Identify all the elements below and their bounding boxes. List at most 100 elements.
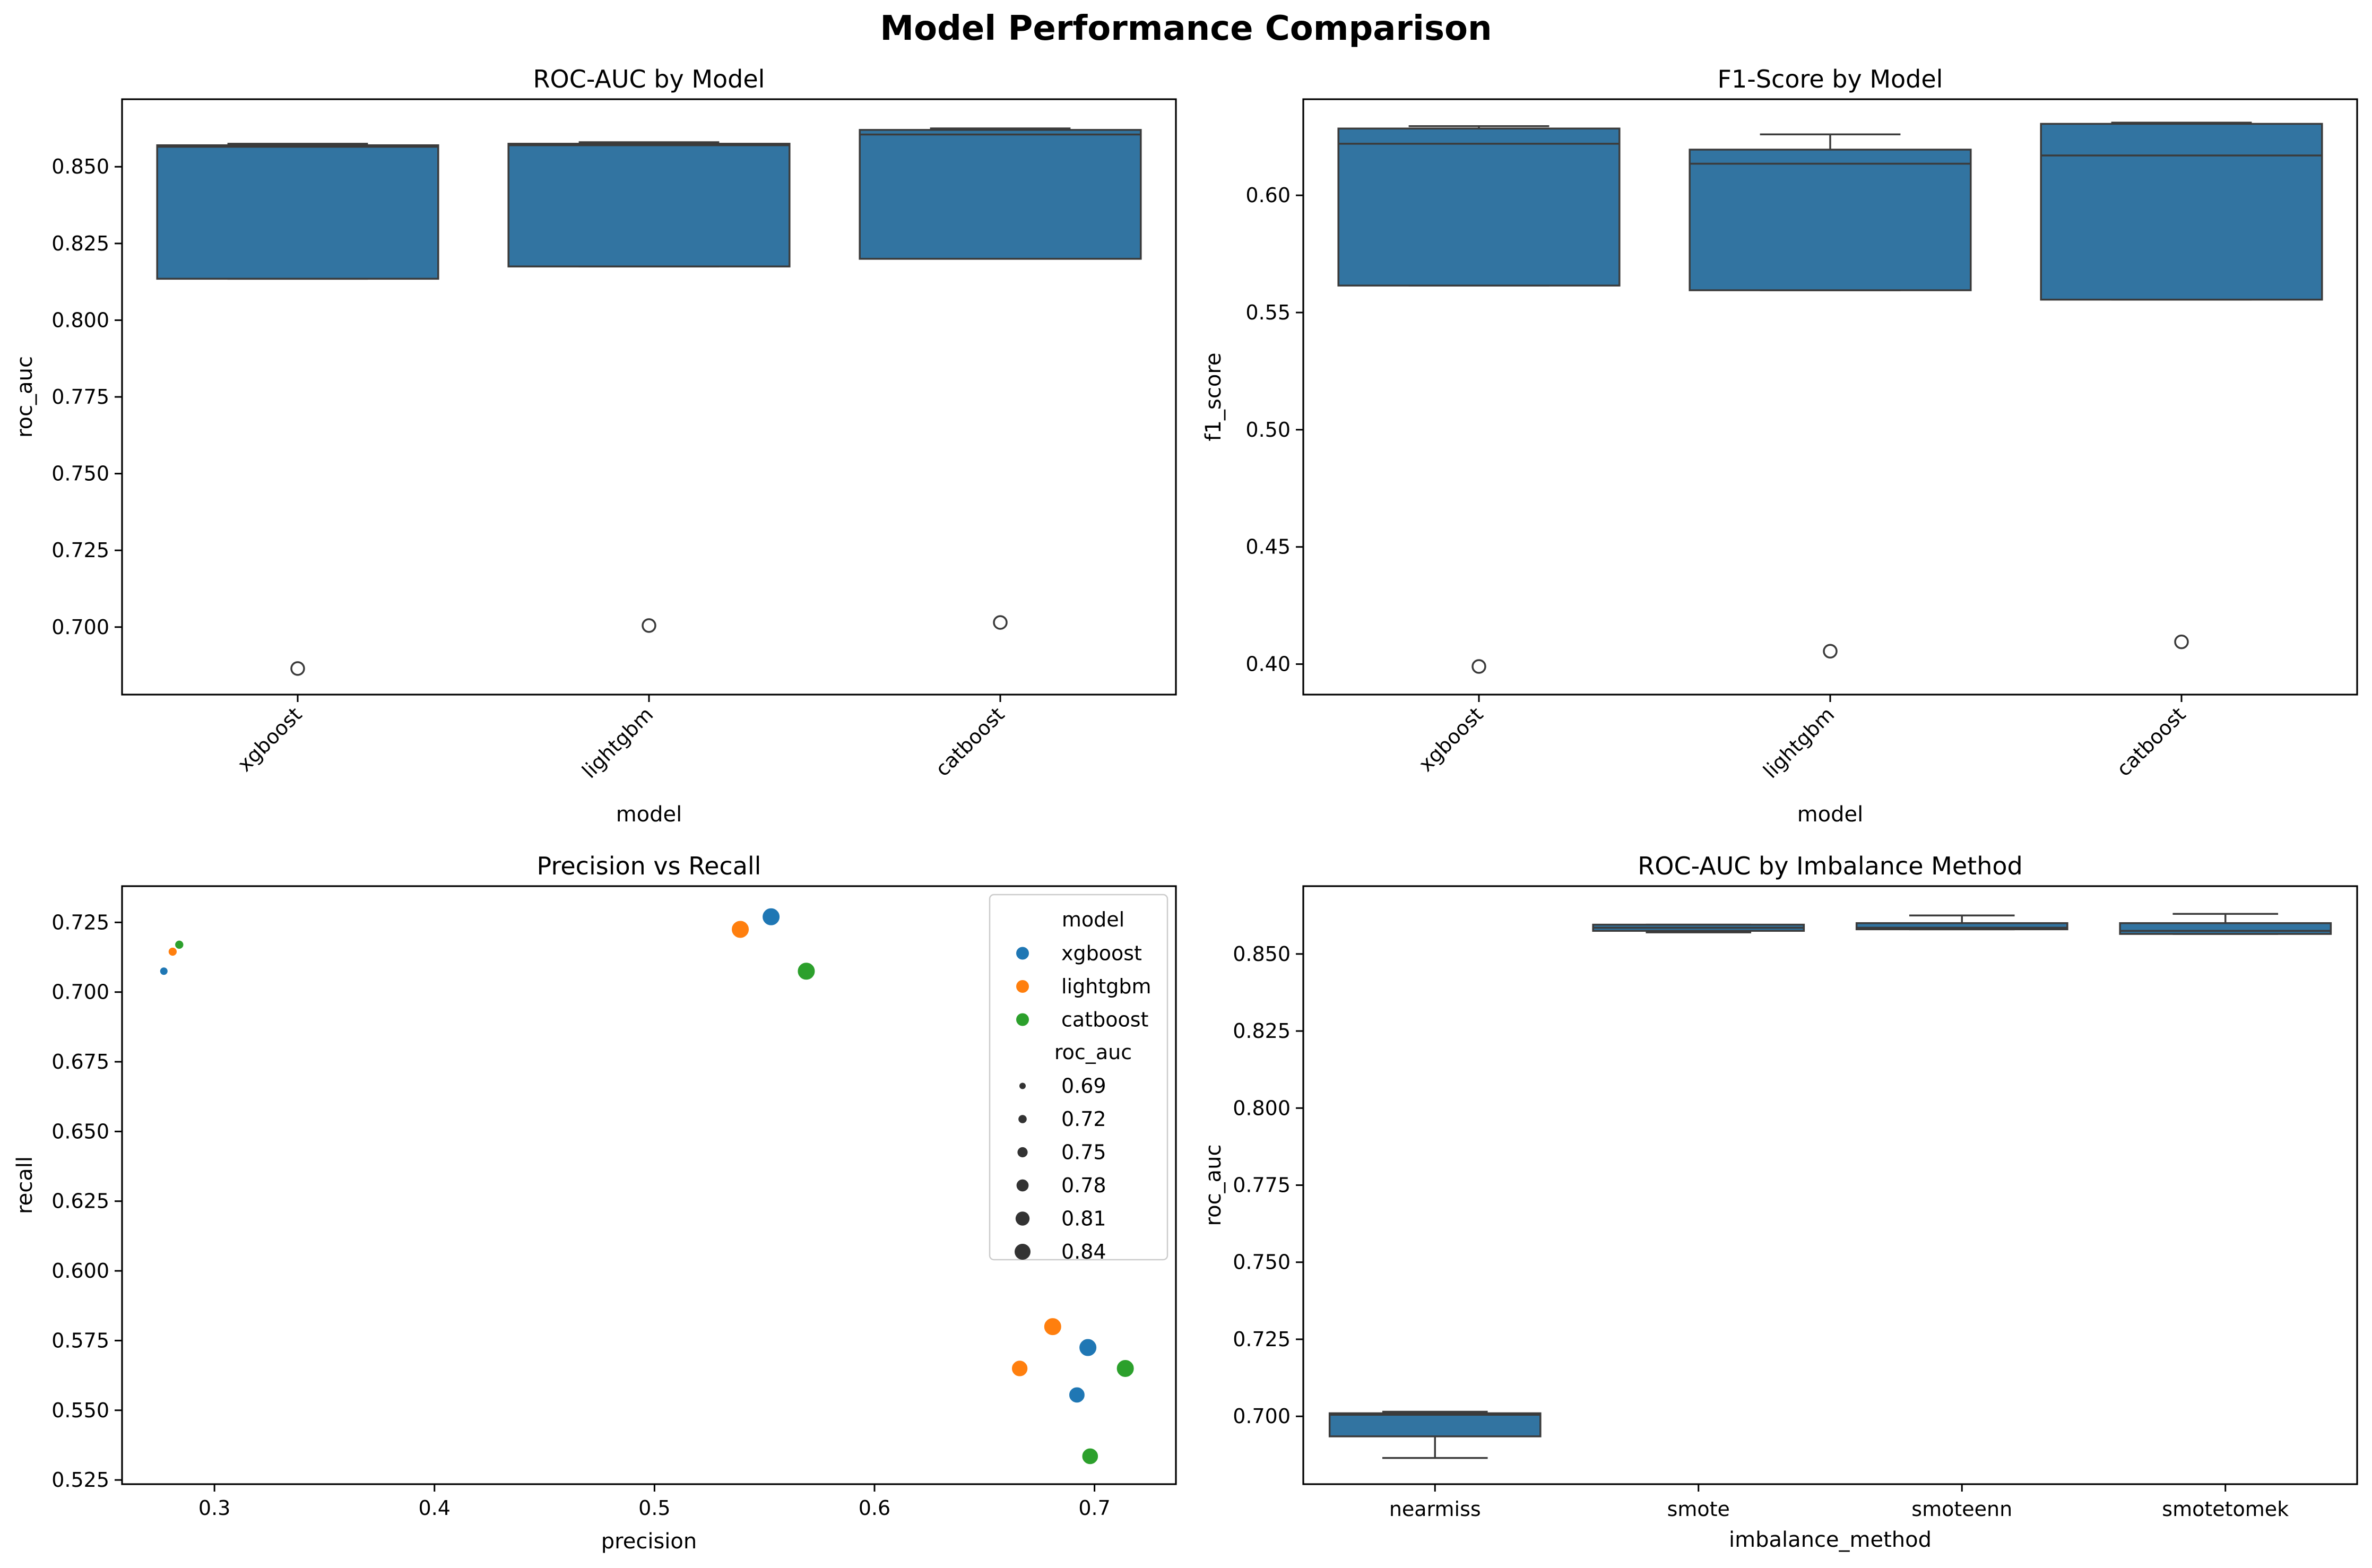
- legend-entry: xgboost: [1061, 942, 1142, 965]
- outlier-point: [642, 618, 656, 633]
- box-body: [2119, 922, 2332, 935]
- y-tick-label: 0.725: [51, 539, 109, 562]
- y-tick-label: 0.750: [1233, 1251, 1291, 1274]
- y-tick-label: 0.550: [51, 1399, 109, 1422]
- legend-marker: [1016, 980, 1029, 993]
- x-tick-label: smote: [1667, 1497, 1730, 1521]
- subplot-title: F1-Score by Model: [1718, 65, 1943, 93]
- subplot-title: ROC-AUC by Imbalance Method: [1638, 852, 2022, 880]
- box-body: [507, 143, 791, 267]
- axes-frame: [1302, 98, 2358, 696]
- y-tick-label: 0.45: [1245, 535, 1291, 559]
- box-body: [859, 129, 1142, 260]
- y-tick-label: 0.750: [51, 462, 109, 486]
- box-body: [156, 144, 439, 280]
- legend-size-label: 0.69: [1061, 1075, 1106, 1098]
- scatter-point: [1081, 1447, 1100, 1466]
- subplot-3: 0.3 0.4 0.5 0.6 0.7 0.525 0.550 0.575 0.600 0.625…: [13, 852, 1177, 1554]
- box-body: [1689, 149, 1972, 291]
- box-body: [1328, 1412, 1542, 1437]
- scatter-point: [797, 961, 816, 981]
- y-tick-label: 0.625: [51, 1190, 109, 1213]
- subplot-title: Precision vs Recall: [537, 852, 761, 880]
- box-catboost: [2040, 122, 2323, 649]
- scatter-point: [731, 920, 750, 939]
- legend-size-label: 0.75: [1061, 1141, 1106, 1164]
- box-lightgbm: [507, 141, 791, 633]
- scatter-point: [159, 966, 169, 976]
- y-axis-label: roc_auc: [13, 356, 37, 438]
- y-tick-label: 0.525: [51, 1468, 109, 1492]
- scatter-point: [174, 939, 185, 950]
- y-axis-label: roc_auc: [1201, 1145, 1226, 1226]
- scatter-point: [1068, 1386, 1086, 1404]
- scatter-point: [1010, 1359, 1029, 1378]
- legend-frame: [989, 894, 1168, 1261]
- y-tick-label: 0.850: [51, 155, 109, 178]
- legend-entry: catboost: [1061, 1008, 1148, 1032]
- y-tick-label: 0.850: [1233, 942, 1291, 966]
- legend-entry: lightgbm: [1061, 975, 1151, 998]
- box-xgboost: [156, 143, 439, 676]
- legend-size-marker: [1019, 1082, 1026, 1089]
- y-tick-label: 0.50: [1245, 418, 1291, 441]
- y-tick-label: 0.700: [51, 981, 109, 1004]
- legend-size-label: 0.81: [1061, 1207, 1106, 1231]
- legend-marker: [1016, 1013, 1029, 1026]
- y-tick-label: 0.775: [51, 385, 109, 409]
- x-axis-label: precision: [601, 1529, 697, 1554]
- box-smotetomek: [2119, 913, 2332, 935]
- y-axis-label: f1_score: [1201, 352, 1226, 441]
- y-tick-label: 0.800: [1233, 1096, 1291, 1120]
- box-catboost: [859, 127, 1142, 630]
- y-tick-label: 0.650: [51, 1120, 109, 1143]
- y-tick-label: 0.600: [51, 1259, 109, 1283]
- box-body: [1337, 127, 1621, 287]
- y-tick-label: 0.725: [1233, 1328, 1291, 1351]
- x-tick-label: nearmiss: [1389, 1497, 1481, 1521]
- scatter-point: [1043, 1317, 1062, 1337]
- y-tick-label: 0.825: [1233, 1019, 1291, 1043]
- y-tick-label: 0.700: [51, 616, 109, 639]
- outlier-point: [290, 661, 305, 676]
- y-tick-label: 0.40: [1245, 653, 1291, 676]
- x-tick-label: 0.7: [1078, 1496, 1110, 1520]
- x-tick-label: 0.5: [638, 1496, 670, 1520]
- x-axis-label: model: [616, 802, 682, 827]
- scatter-point: [761, 907, 781, 926]
- y-axis-label: recall: [13, 1156, 37, 1214]
- legend-size-label: 0.78: [1061, 1174, 1106, 1197]
- y-tick-label: 0.725: [51, 911, 109, 934]
- legend-title-size: roc_auc: [1054, 1041, 1132, 1064]
- outlier-point: [1471, 659, 1486, 674]
- legend-size-marker: [1015, 1211, 1030, 1226]
- y-tick-label: 0.700: [1233, 1405, 1291, 1428]
- series-lightgbm: [167, 920, 1062, 1378]
- outlier-point: [993, 615, 1008, 630]
- axes-frame: [121, 885, 1177, 1485]
- x-tick-label: smoteenn: [1911, 1497, 2012, 1521]
- y-tick-label: 0.825: [51, 232, 109, 255]
- x-axis-label: model: [1797, 802, 1864, 827]
- box-lightgbm: [1689, 133, 1972, 659]
- box-smote: [1592, 923, 1805, 933]
- series-xgboost: [159, 907, 1098, 1404]
- box-nearmiss: [1328, 1410, 1542, 1459]
- scatter-point: [1115, 1358, 1135, 1378]
- y-tick-label: 0.60: [1245, 184, 1291, 207]
- box-smoteenn: [1855, 914, 2068, 931]
- box-body: [1855, 922, 2068, 931]
- legend-size-label: 0.72: [1061, 1107, 1106, 1131]
- subplot-4: nearmiss smote smoteenn smotetomek 0.700 0.72…: [1201, 852, 2358, 1552]
- y-tick-label: 0.775: [1233, 1174, 1291, 1197]
- y-tick-label: 0.675: [51, 1050, 109, 1073]
- x-axis-label: imbalance_method: [1729, 1528, 1932, 1552]
- figure-title: Model Performance Comparison: [880, 9, 1492, 48]
- y-tick-label: 0.800: [51, 308, 109, 332]
- legend-marker: [1016, 947, 1029, 960]
- scatter-point: [167, 946, 178, 957]
- subplot-title: ROC-AUC by Model: [533, 65, 765, 93]
- legend-size-marker: [1016, 1179, 1029, 1192]
- outlier-point: [1823, 644, 1838, 659]
